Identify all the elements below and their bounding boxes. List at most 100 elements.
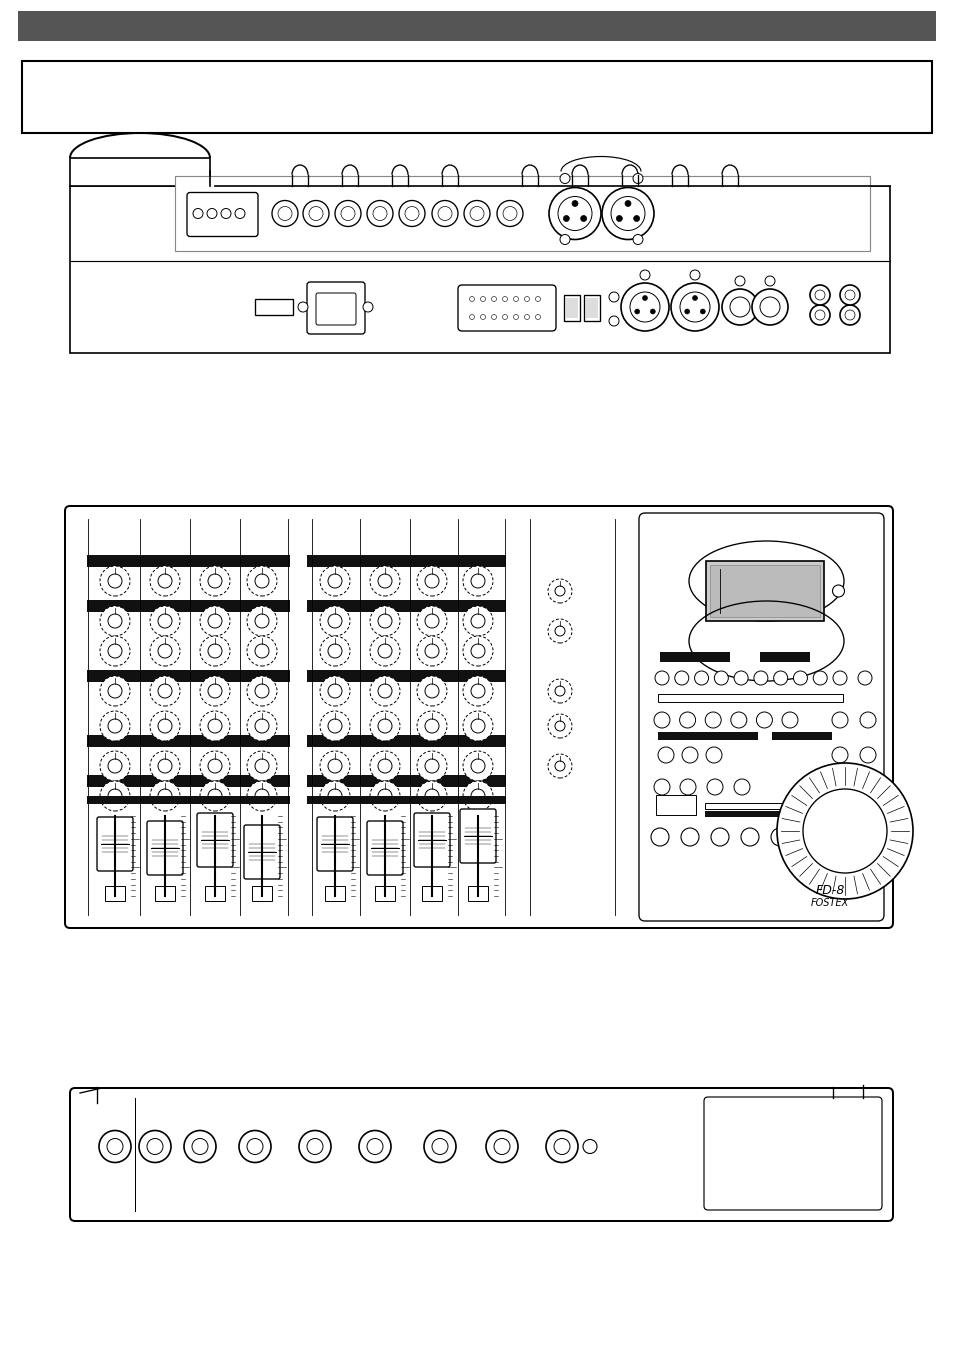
Bar bbox=[87, 555, 143, 567]
Circle shape bbox=[674, 671, 688, 685]
Circle shape bbox=[200, 751, 230, 781]
Circle shape bbox=[139, 1131, 171, 1162]
Circle shape bbox=[297, 303, 308, 312]
Circle shape bbox=[497, 200, 522, 227]
Bar bbox=[70, 158, 210, 186]
Circle shape bbox=[547, 580, 572, 603]
Bar bbox=[70, 186, 889, 353]
Bar bbox=[205, 886, 225, 901]
Circle shape bbox=[158, 719, 172, 734]
Bar bbox=[187, 600, 243, 612]
Bar bbox=[187, 775, 243, 788]
Circle shape bbox=[734, 276, 744, 286]
Circle shape bbox=[208, 684, 222, 698]
Bar bbox=[87, 670, 143, 682]
Circle shape bbox=[809, 305, 829, 326]
Circle shape bbox=[809, 285, 829, 305]
Bar bbox=[563, 295, 579, 322]
Circle shape bbox=[208, 719, 222, 734]
Circle shape bbox=[555, 586, 564, 596]
Circle shape bbox=[363, 303, 373, 312]
FancyBboxPatch shape bbox=[97, 817, 132, 871]
Bar bbox=[450, 735, 505, 747]
Bar bbox=[307, 670, 363, 682]
Circle shape bbox=[471, 613, 484, 628]
Circle shape bbox=[582, 1139, 597, 1154]
Bar bbox=[325, 886, 345, 901]
Circle shape bbox=[99, 1131, 131, 1162]
Bar bbox=[233, 670, 290, 682]
Circle shape bbox=[200, 607, 230, 636]
Circle shape bbox=[377, 644, 392, 658]
Circle shape bbox=[832, 671, 846, 685]
Circle shape bbox=[416, 751, 447, 781]
Circle shape bbox=[740, 828, 759, 846]
Circle shape bbox=[432, 200, 457, 227]
Bar bbox=[233, 796, 290, 804]
Bar bbox=[706, 561, 823, 621]
Bar bbox=[137, 670, 193, 682]
Circle shape bbox=[776, 763, 912, 898]
Circle shape bbox=[377, 613, 392, 628]
Circle shape bbox=[462, 566, 493, 596]
Circle shape bbox=[471, 574, 484, 588]
Bar bbox=[659, 653, 729, 662]
Circle shape bbox=[462, 676, 493, 707]
Circle shape bbox=[535, 315, 540, 319]
Circle shape bbox=[100, 607, 130, 636]
Circle shape bbox=[756, 712, 772, 728]
Circle shape bbox=[801, 828, 818, 846]
Circle shape bbox=[751, 289, 787, 326]
Circle shape bbox=[158, 644, 172, 658]
Circle shape bbox=[692, 296, 697, 300]
Bar bbox=[450, 600, 505, 612]
Circle shape bbox=[654, 712, 669, 728]
Circle shape bbox=[319, 607, 350, 636]
Circle shape bbox=[629, 292, 659, 322]
Circle shape bbox=[200, 781, 230, 811]
Circle shape bbox=[370, 607, 399, 636]
Circle shape bbox=[616, 216, 621, 222]
Circle shape bbox=[307, 1139, 323, 1155]
Bar bbox=[421, 886, 441, 901]
Circle shape bbox=[513, 315, 518, 319]
Bar bbox=[233, 775, 290, 788]
Circle shape bbox=[502, 315, 507, 319]
Circle shape bbox=[298, 1131, 331, 1162]
Circle shape bbox=[462, 751, 493, 781]
Circle shape bbox=[733, 780, 749, 794]
FancyBboxPatch shape bbox=[459, 809, 496, 863]
Circle shape bbox=[684, 309, 689, 313]
Circle shape bbox=[555, 626, 564, 636]
Bar bbox=[403, 600, 459, 612]
FancyBboxPatch shape bbox=[367, 821, 402, 875]
Circle shape bbox=[193, 208, 203, 219]
Circle shape bbox=[580, 216, 586, 222]
Bar bbox=[771, 732, 831, 740]
Circle shape bbox=[208, 644, 222, 658]
Bar bbox=[450, 775, 505, 788]
Bar bbox=[87, 735, 143, 747]
Circle shape bbox=[462, 636, 493, 666]
Circle shape bbox=[416, 566, 447, 596]
Circle shape bbox=[150, 711, 180, 740]
Circle shape bbox=[710, 828, 728, 846]
Bar bbox=[356, 555, 413, 567]
Circle shape bbox=[469, 296, 474, 301]
Circle shape bbox=[814, 290, 824, 300]
Bar bbox=[137, 735, 193, 747]
Circle shape bbox=[377, 719, 392, 734]
Circle shape bbox=[705, 747, 721, 763]
Circle shape bbox=[247, 781, 276, 811]
Bar bbox=[356, 775, 413, 788]
Circle shape bbox=[328, 684, 341, 698]
Circle shape bbox=[424, 644, 438, 658]
FancyBboxPatch shape bbox=[457, 285, 556, 331]
Circle shape bbox=[247, 566, 276, 596]
Bar bbox=[403, 796, 459, 804]
Circle shape bbox=[150, 676, 180, 707]
Bar bbox=[356, 796, 413, 804]
Circle shape bbox=[254, 684, 269, 698]
Circle shape bbox=[424, 574, 438, 588]
Circle shape bbox=[494, 1139, 510, 1155]
